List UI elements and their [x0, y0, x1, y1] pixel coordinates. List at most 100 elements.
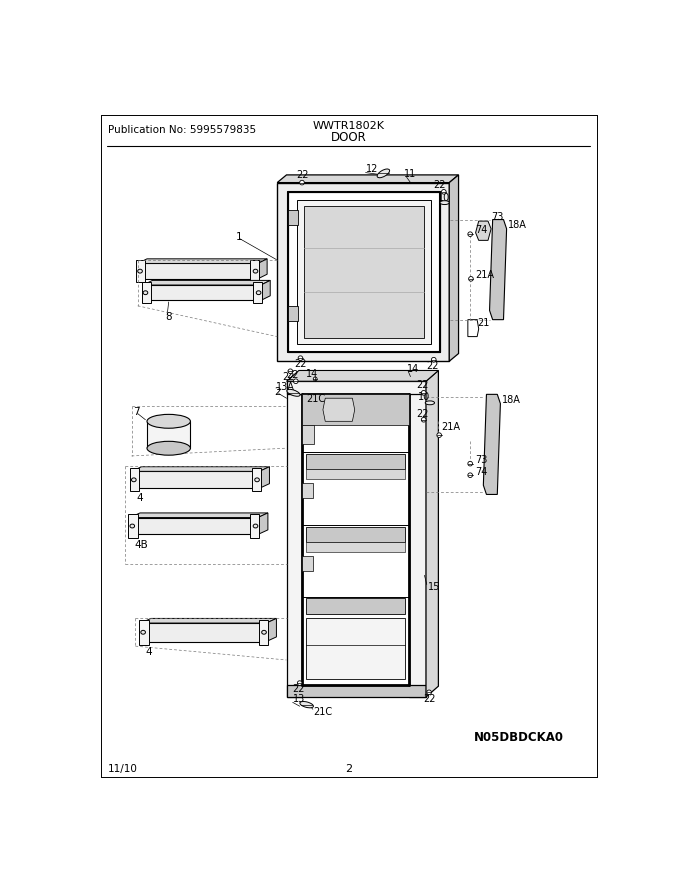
Polygon shape	[323, 398, 355, 422]
Polygon shape	[302, 394, 409, 425]
Ellipse shape	[141, 630, 146, 634]
Polygon shape	[137, 259, 267, 263]
Text: 22: 22	[417, 408, 429, 419]
Text: 73: 73	[475, 455, 488, 465]
Text: 21A: 21A	[475, 270, 494, 280]
Ellipse shape	[262, 630, 267, 634]
Polygon shape	[306, 454, 405, 469]
Text: 10: 10	[438, 193, 450, 203]
Polygon shape	[288, 192, 440, 352]
Text: 4: 4	[136, 494, 143, 503]
Polygon shape	[143, 281, 270, 285]
Ellipse shape	[256, 290, 261, 295]
Polygon shape	[131, 472, 259, 488]
Text: N05DBDCKA0: N05DBDCKA0	[474, 730, 564, 744]
Text: 14: 14	[407, 364, 419, 374]
Ellipse shape	[147, 441, 190, 455]
Circle shape	[288, 369, 292, 373]
Text: 22: 22	[424, 693, 436, 703]
Text: 13: 13	[292, 694, 305, 704]
Ellipse shape	[147, 414, 190, 429]
Polygon shape	[250, 260, 259, 282]
Polygon shape	[302, 425, 313, 444]
Text: WWTR1802K: WWTR1802K	[313, 121, 384, 130]
Text: 22: 22	[296, 170, 308, 180]
Polygon shape	[130, 517, 258, 534]
Text: 4: 4	[146, 648, 152, 657]
Ellipse shape	[131, 478, 136, 481]
Text: 1: 1	[236, 231, 243, 241]
Polygon shape	[297, 200, 430, 344]
Polygon shape	[288, 209, 298, 225]
Text: 18A: 18A	[502, 395, 521, 405]
Text: 22: 22	[286, 370, 299, 380]
Text: 22: 22	[426, 361, 439, 370]
Polygon shape	[302, 394, 409, 685]
Polygon shape	[286, 381, 302, 697]
Polygon shape	[306, 598, 405, 614]
Polygon shape	[277, 182, 449, 361]
Text: 74: 74	[475, 467, 488, 477]
Polygon shape	[306, 527, 405, 542]
Text: 73: 73	[491, 212, 503, 223]
Text: 12: 12	[366, 164, 378, 173]
Ellipse shape	[440, 201, 449, 204]
Polygon shape	[286, 685, 426, 697]
Polygon shape	[129, 515, 137, 538]
Polygon shape	[137, 263, 258, 279]
Ellipse shape	[137, 269, 142, 273]
Circle shape	[469, 276, 473, 281]
Polygon shape	[136, 260, 146, 282]
Ellipse shape	[287, 389, 300, 396]
Text: 8: 8	[165, 312, 171, 321]
Text: 21C: 21C	[307, 394, 326, 404]
Circle shape	[300, 180, 305, 185]
Polygon shape	[261, 281, 270, 300]
Circle shape	[431, 357, 436, 362]
Polygon shape	[277, 175, 458, 182]
Polygon shape	[302, 483, 313, 498]
Polygon shape	[286, 370, 439, 381]
Polygon shape	[258, 620, 268, 644]
Text: 21: 21	[477, 318, 490, 327]
Polygon shape	[259, 466, 269, 488]
Polygon shape	[141, 623, 267, 642]
Text: 13A: 13A	[277, 383, 295, 392]
Polygon shape	[286, 381, 426, 394]
Polygon shape	[252, 468, 261, 491]
Text: 2: 2	[274, 387, 281, 397]
Polygon shape	[130, 468, 139, 491]
Ellipse shape	[300, 701, 313, 708]
Ellipse shape	[377, 169, 390, 178]
Text: 2: 2	[345, 765, 352, 774]
Polygon shape	[483, 394, 500, 495]
Circle shape	[298, 356, 303, 361]
Circle shape	[468, 473, 473, 478]
Text: 21A: 21A	[441, 422, 460, 432]
Polygon shape	[449, 175, 458, 361]
Text: 22: 22	[294, 359, 307, 370]
Text: 15: 15	[428, 582, 441, 592]
Text: 22: 22	[434, 180, 446, 190]
Circle shape	[427, 690, 431, 694]
Circle shape	[468, 232, 473, 237]
Text: 74: 74	[475, 225, 488, 235]
Polygon shape	[250, 515, 259, 538]
Circle shape	[297, 681, 302, 686]
Text: 14: 14	[306, 370, 318, 379]
Polygon shape	[306, 469, 405, 479]
Polygon shape	[147, 422, 190, 448]
Polygon shape	[426, 370, 439, 697]
Text: 21C: 21C	[313, 707, 333, 716]
Polygon shape	[468, 319, 479, 336]
Polygon shape	[258, 259, 267, 279]
Polygon shape	[130, 513, 268, 517]
Ellipse shape	[425, 401, 435, 405]
Ellipse shape	[143, 290, 148, 295]
Text: Publication No: 5995579835: Publication No: 5995579835	[108, 125, 256, 136]
Polygon shape	[302, 556, 313, 571]
Text: 22: 22	[417, 380, 429, 390]
Circle shape	[294, 379, 298, 384]
Circle shape	[441, 189, 446, 194]
Polygon shape	[303, 206, 424, 338]
